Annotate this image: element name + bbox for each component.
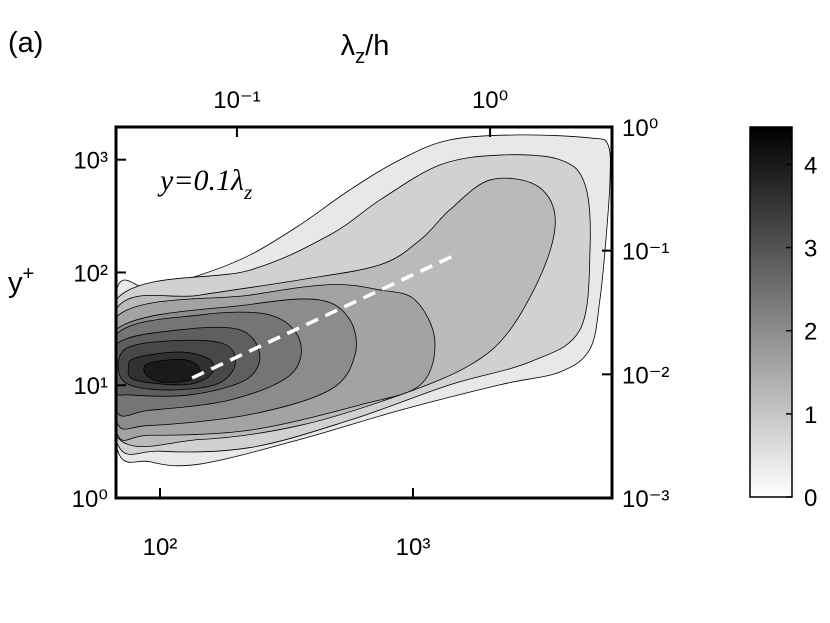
colorbar [749,126,793,498]
y-axis-label: y+ [8,263,34,299]
annotation-part: y=0.1λ [157,164,244,197]
label-part: λ [341,30,356,62]
y-tick-label: 10⁰ [72,486,108,513]
y-tick-label: 10¹ [73,373,108,400]
label-sup: + [23,263,35,285]
label-part: /h [365,30,389,62]
colorbar-tick-label: 4 [804,152,817,179]
x2-tick-label: 10⁰ [472,87,508,114]
x-tick-label: 10² [143,534,178,561]
contour-group [116,134,611,467]
y-tick-label: 10³ [73,148,108,175]
y2-tick-label: 10⁻² [622,362,669,389]
colorbar-tick-label: 2 [804,319,817,346]
y2-tick-label: 10⁻¹ [622,239,669,266]
contour [143,359,201,383]
label-part: y [8,267,23,299]
top-axis-label: λz/h [341,30,390,68]
plot-frame [114,125,614,500]
y2-tick-label: 10⁻³ [622,486,669,513]
x-tick-label: 10³ [396,534,431,561]
x2-tick-label: 10⁻¹ [213,87,260,114]
y-tick-label: 10² [73,260,108,287]
annotation-sub: z [243,180,252,204]
colorbar-tick-label: 3 [804,236,817,263]
annotation: y=0.1λz [157,164,252,204]
label-sub: z [355,46,365,68]
y2-tick-label: 10⁰ [622,115,658,142]
colorbar-tick-label: 0 [804,485,817,512]
ridge-line [191,253,457,380]
colorbar-tick-label: 1 [804,402,817,429]
panel-label: (a) [8,27,43,59]
